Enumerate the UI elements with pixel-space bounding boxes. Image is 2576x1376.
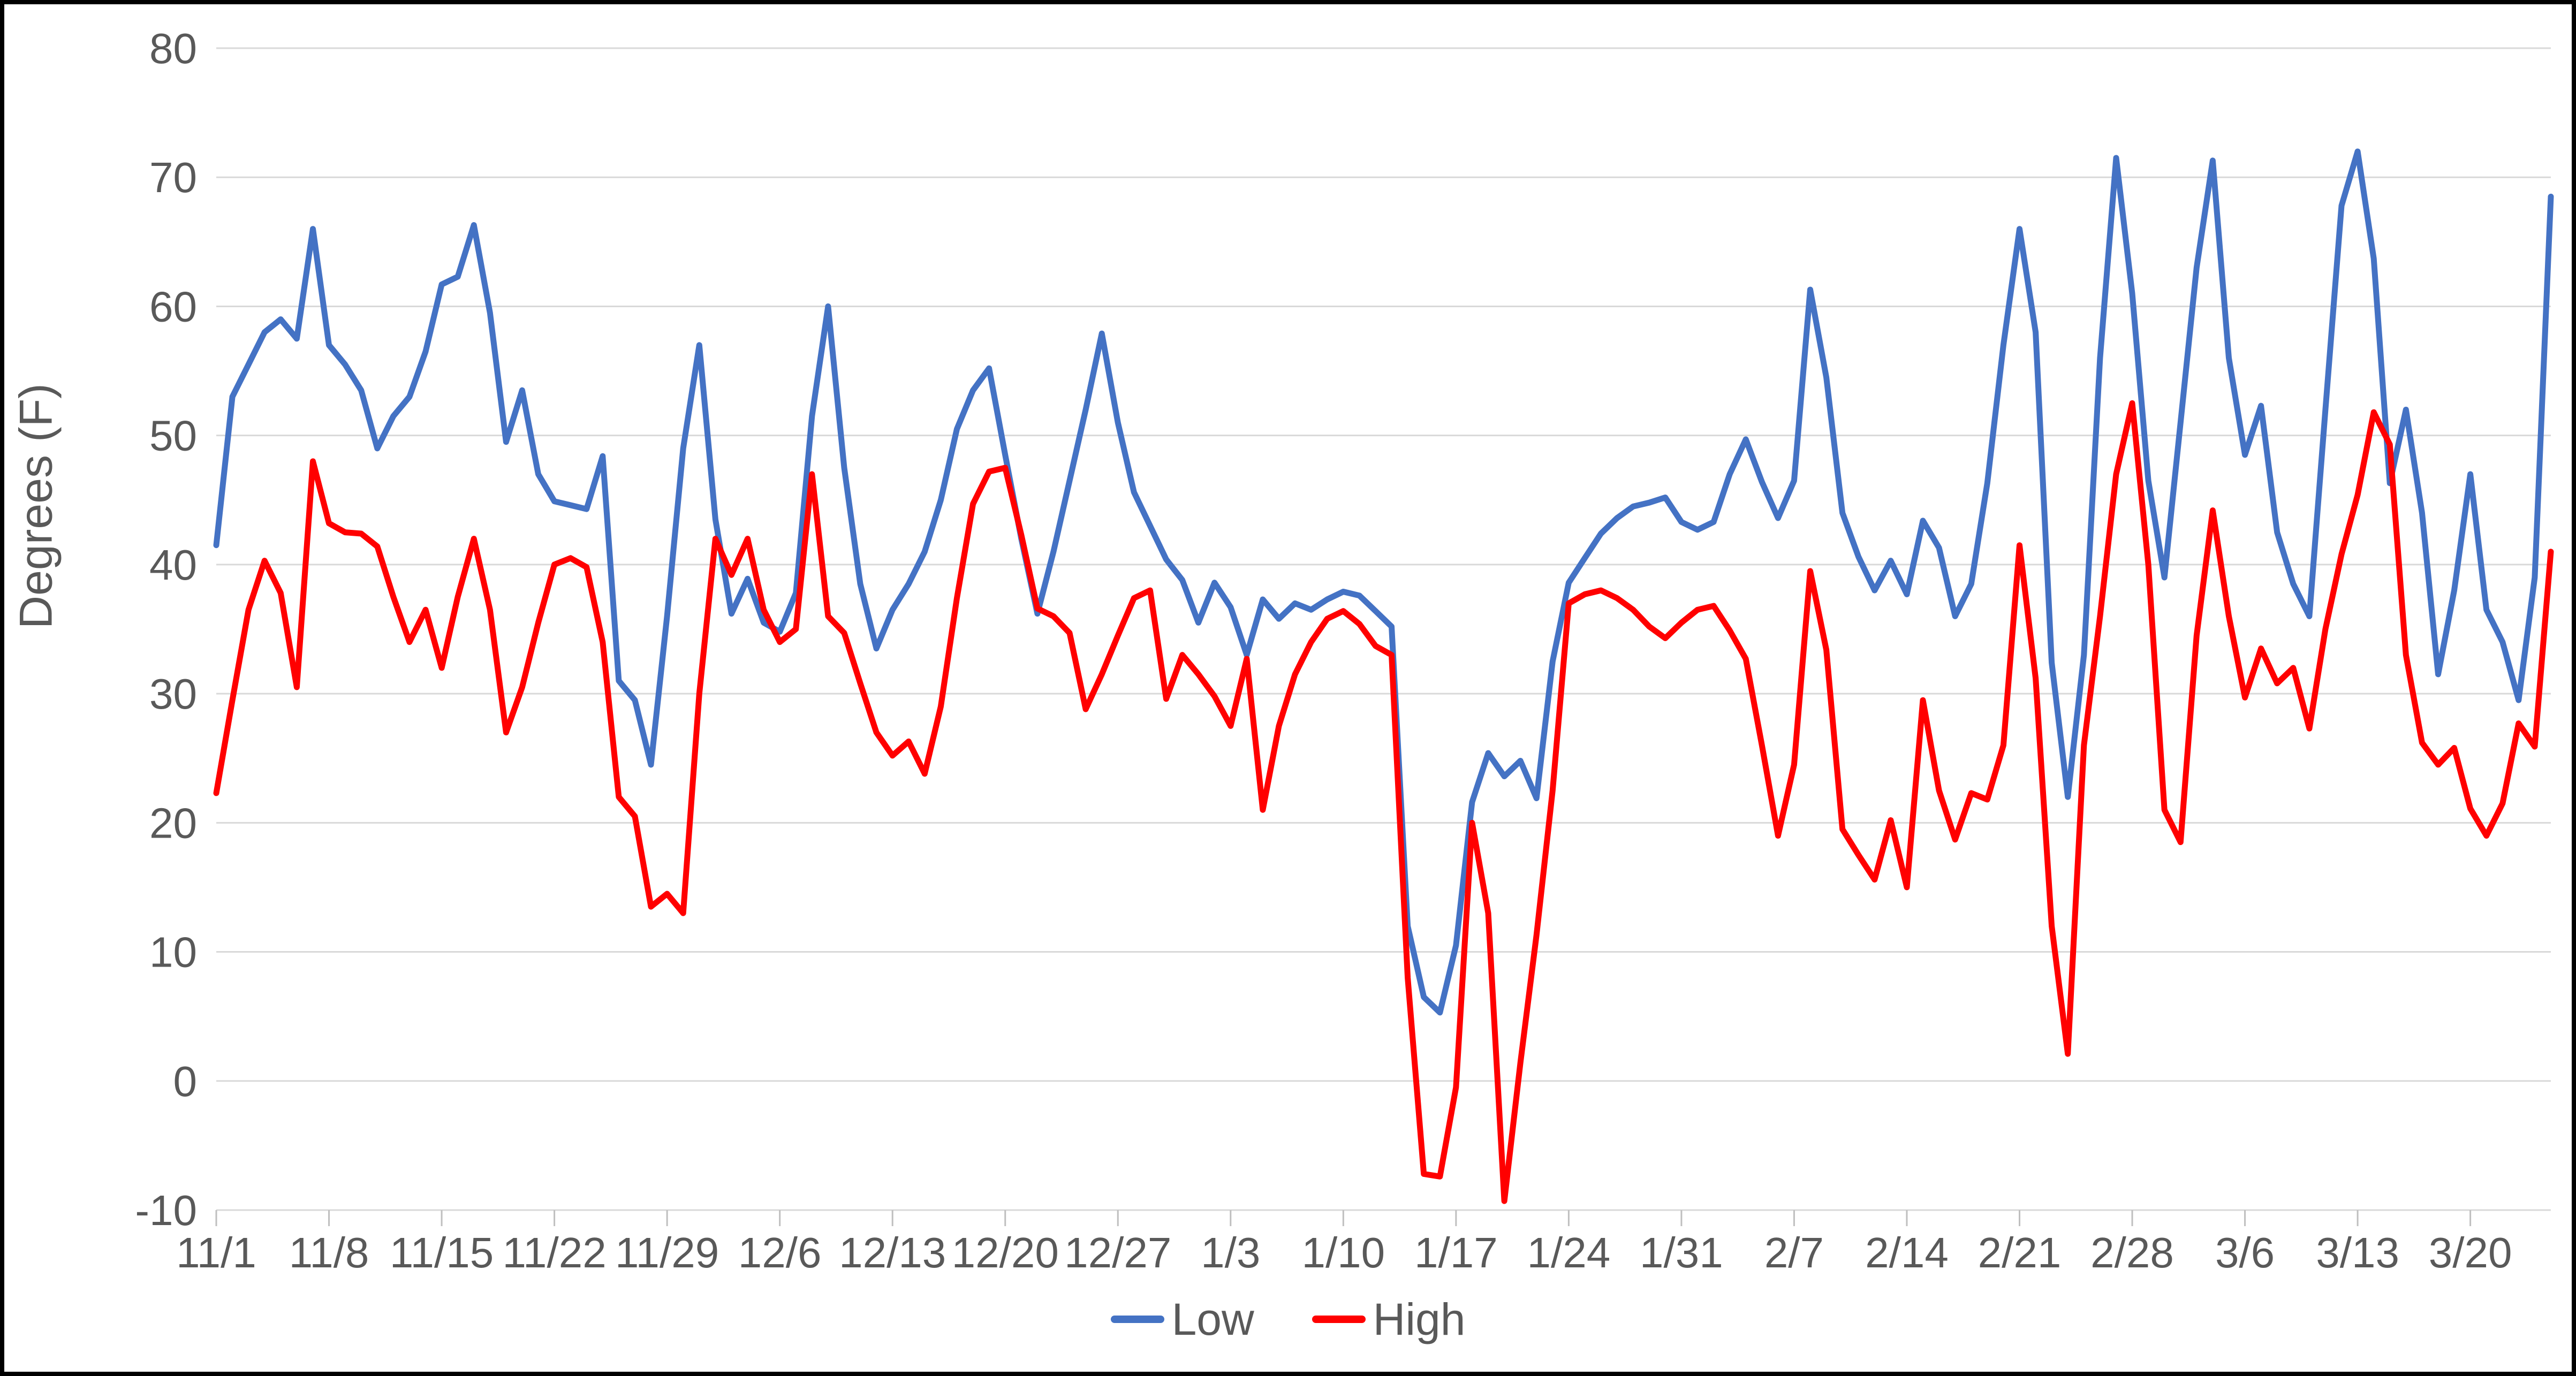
- y-tick-label-60: 60: [149, 283, 197, 330]
- x-axis-labels-group: 11/1 11/8 11/15 11/22 11/29 12/6 12/13 12/20 12/…: [176, 1229, 2512, 1276]
- x-tick-label-2/28: 2/28: [2090, 1229, 2174, 1276]
- x-tick-label-2/14: 2/14: [1865, 1229, 1949, 1276]
- y-tick-label--10: -10: [135, 1187, 197, 1234]
- low-series-line: [213, 148, 2554, 1016]
- x-tick-label-12/27: 12/27: [1064, 1229, 1171, 1276]
- series-lines-group: [213, 148, 2554, 1204]
- legend: Low High: [4, 1297, 2572, 1342]
- y-tick-label-70: 70: [149, 154, 197, 201]
- y-tick-label-20: 20: [149, 799, 197, 847]
- x-tick-label-1/10: 1/10: [1301, 1229, 1385, 1276]
- x-tick-label-3/13: 3/13: [2316, 1229, 2399, 1276]
- legend-item-high: High: [1312, 1294, 1466, 1344]
- legend-label-low: Low: [1171, 1294, 1254, 1344]
- legend-item-low: Low: [1110, 1294, 1254, 1344]
- y-tick-label-80: 80: [149, 25, 197, 72]
- x-tick-label-12/13: 12/13: [839, 1229, 946, 1276]
- x-tick-label-2/7: 2/7: [1764, 1229, 1824, 1276]
- x-tick-label-11/1: 11/1: [176, 1229, 256, 1276]
- x-tick-label-1/3: 1/3: [1201, 1229, 1260, 1276]
- x-tick-label-2/21: 2/21: [1978, 1229, 2062, 1276]
- y-tick-label-10: 10: [149, 929, 197, 976]
- y-tick-label-50: 50: [149, 412, 197, 460]
- x-tick-label-11/15: 11/15: [390, 1229, 494, 1276]
- x-tick-label-11/8: 11/8: [289, 1229, 369, 1276]
- x-tick-label-3/6: 3/6: [2215, 1229, 2275, 1276]
- x-tick-label-11/29: 11/29: [615, 1229, 719, 1276]
- y-tick-label-40: 40: [149, 541, 197, 589]
- legend-label-high: High: [1373, 1294, 1466, 1344]
- y-tick-label-0: 0: [173, 1058, 198, 1105]
- x-tickmarks-group: [215, 1210, 2472, 1226]
- x-tick-label-12/6: 12/6: [738, 1229, 822, 1276]
- x-tick-label-11/22: 11/22: [502, 1229, 606, 1276]
- high-series-swatch-icon: [1312, 1316, 1366, 1323]
- y-axis-labels-group: 80 70 60 50 40 30 20 10 0 -10: [135, 25, 197, 1234]
- y-tick-label-30: 30: [149, 670, 197, 718]
- y-axis-title: Degrees (F): [10, 383, 62, 629]
- x-tick-label-1/17: 1/17: [1414, 1229, 1498, 1276]
- x-tick-label-1/24: 1/24: [1527, 1229, 1611, 1276]
- x-tick-label-1/31: 1/31: [1640, 1229, 1723, 1276]
- low-series-swatch-icon: [1110, 1316, 1164, 1323]
- high-series-line: [213, 400, 2554, 1204]
- x-tick-label-3/20: 3/20: [2429, 1229, 2512, 1276]
- x-tick-label-12/20: 12/20: [952, 1229, 1059, 1276]
